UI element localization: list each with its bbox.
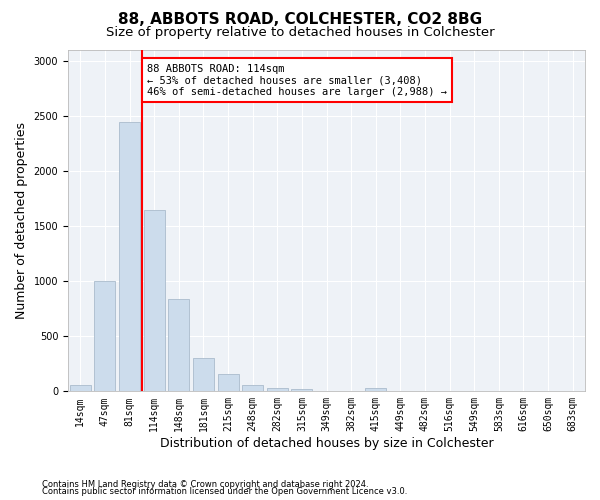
Text: 88, ABBOTS ROAD, COLCHESTER, CO2 8BG: 88, ABBOTS ROAD, COLCHESTER, CO2 8BG bbox=[118, 12, 482, 28]
X-axis label: Distribution of detached houses by size in Colchester: Distribution of detached houses by size … bbox=[160, 437, 493, 450]
Y-axis label: Number of detached properties: Number of detached properties bbox=[15, 122, 28, 319]
Text: Contains HM Land Registry data © Crown copyright and database right 2024.: Contains HM Land Registry data © Crown c… bbox=[42, 480, 368, 489]
Bar bbox=[267, 388, 288, 392]
Text: Size of property relative to detached houses in Colchester: Size of property relative to detached ho… bbox=[106, 26, 494, 39]
Bar bbox=[70, 384, 91, 392]
Text: 88 ABBOTS ROAD: 114sqm
← 53% of detached houses are smaller (3,408)
46% of semi-: 88 ABBOTS ROAD: 114sqm ← 53% of detached… bbox=[147, 64, 447, 97]
Bar bbox=[169, 299, 189, 392]
Bar bbox=[218, 374, 239, 392]
Text: Contains public sector information licensed under the Open Government Licence v3: Contains public sector information licen… bbox=[42, 487, 407, 496]
Bar bbox=[365, 388, 386, 392]
Bar bbox=[242, 386, 263, 392]
Bar bbox=[193, 358, 214, 392]
Bar bbox=[292, 389, 313, 392]
Bar bbox=[119, 122, 140, 392]
Bar bbox=[94, 281, 115, 392]
Bar bbox=[144, 210, 164, 392]
